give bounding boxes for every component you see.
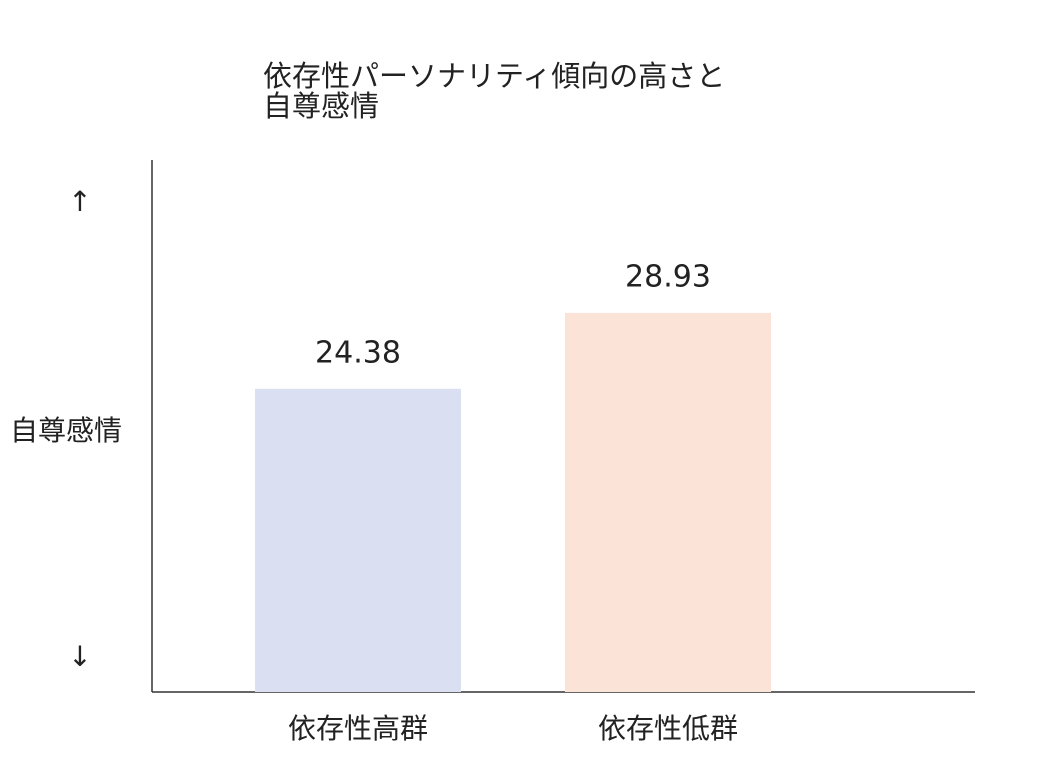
y-arrow-up: ↑	[68, 185, 91, 218]
y-axis-label: 自尊感情	[10, 414, 122, 447]
bar	[255, 388, 461, 692]
y-arrow-down: ↓	[68, 640, 91, 673]
x-tick-label: 依存性高群	[288, 712, 428, 745]
bar	[565, 312, 771, 692]
value-label: 24.38	[315, 335, 401, 370]
chart-title: 依存性パーソナリティ傾向の高さと	[263, 59, 725, 93]
chart-title: 自尊感情	[263, 89, 379, 123]
x-tick-label: 依存性低群	[598, 712, 738, 745]
value-label: 28.93	[625, 259, 711, 294]
